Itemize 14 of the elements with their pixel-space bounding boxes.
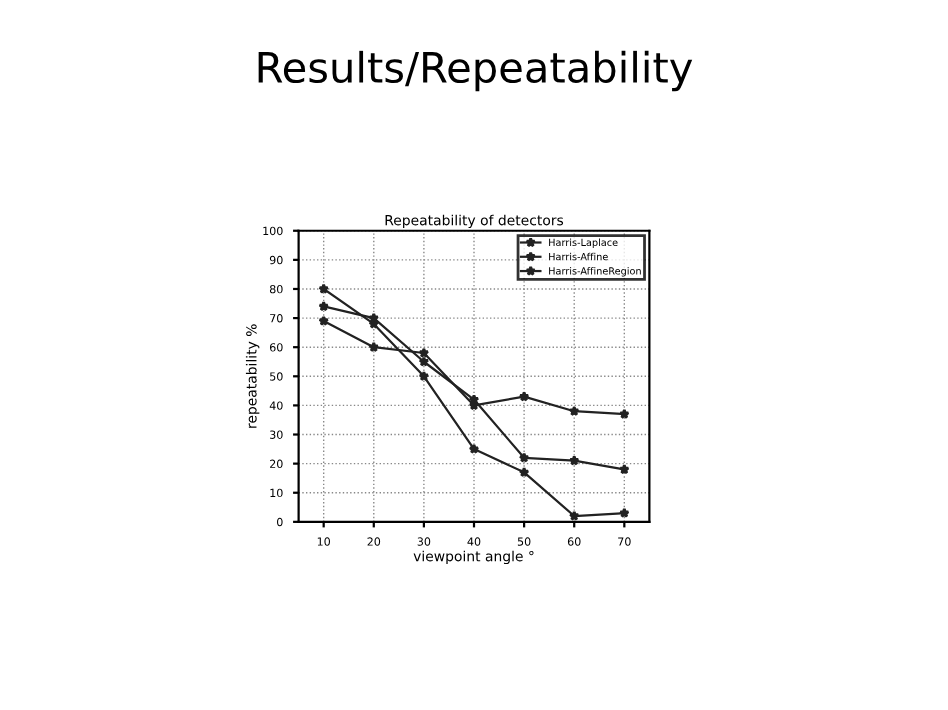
point	[318, 315, 330, 326]
point	[518, 391, 530, 402]
point	[568, 455, 580, 466]
point	[368, 312, 380, 323]
point	[618, 463, 630, 475]
point	[618, 507, 630, 518]
text: Results/Repeatability	[258, 50, 693, 92]
point	[418, 347, 430, 358]
point	[418, 356, 430, 367]
point	[568, 510, 580, 521]
point	[318, 300, 330, 312]
point	[518, 452, 530, 463]
point	[318, 283, 330, 294]
point	[468, 443, 480, 454]
